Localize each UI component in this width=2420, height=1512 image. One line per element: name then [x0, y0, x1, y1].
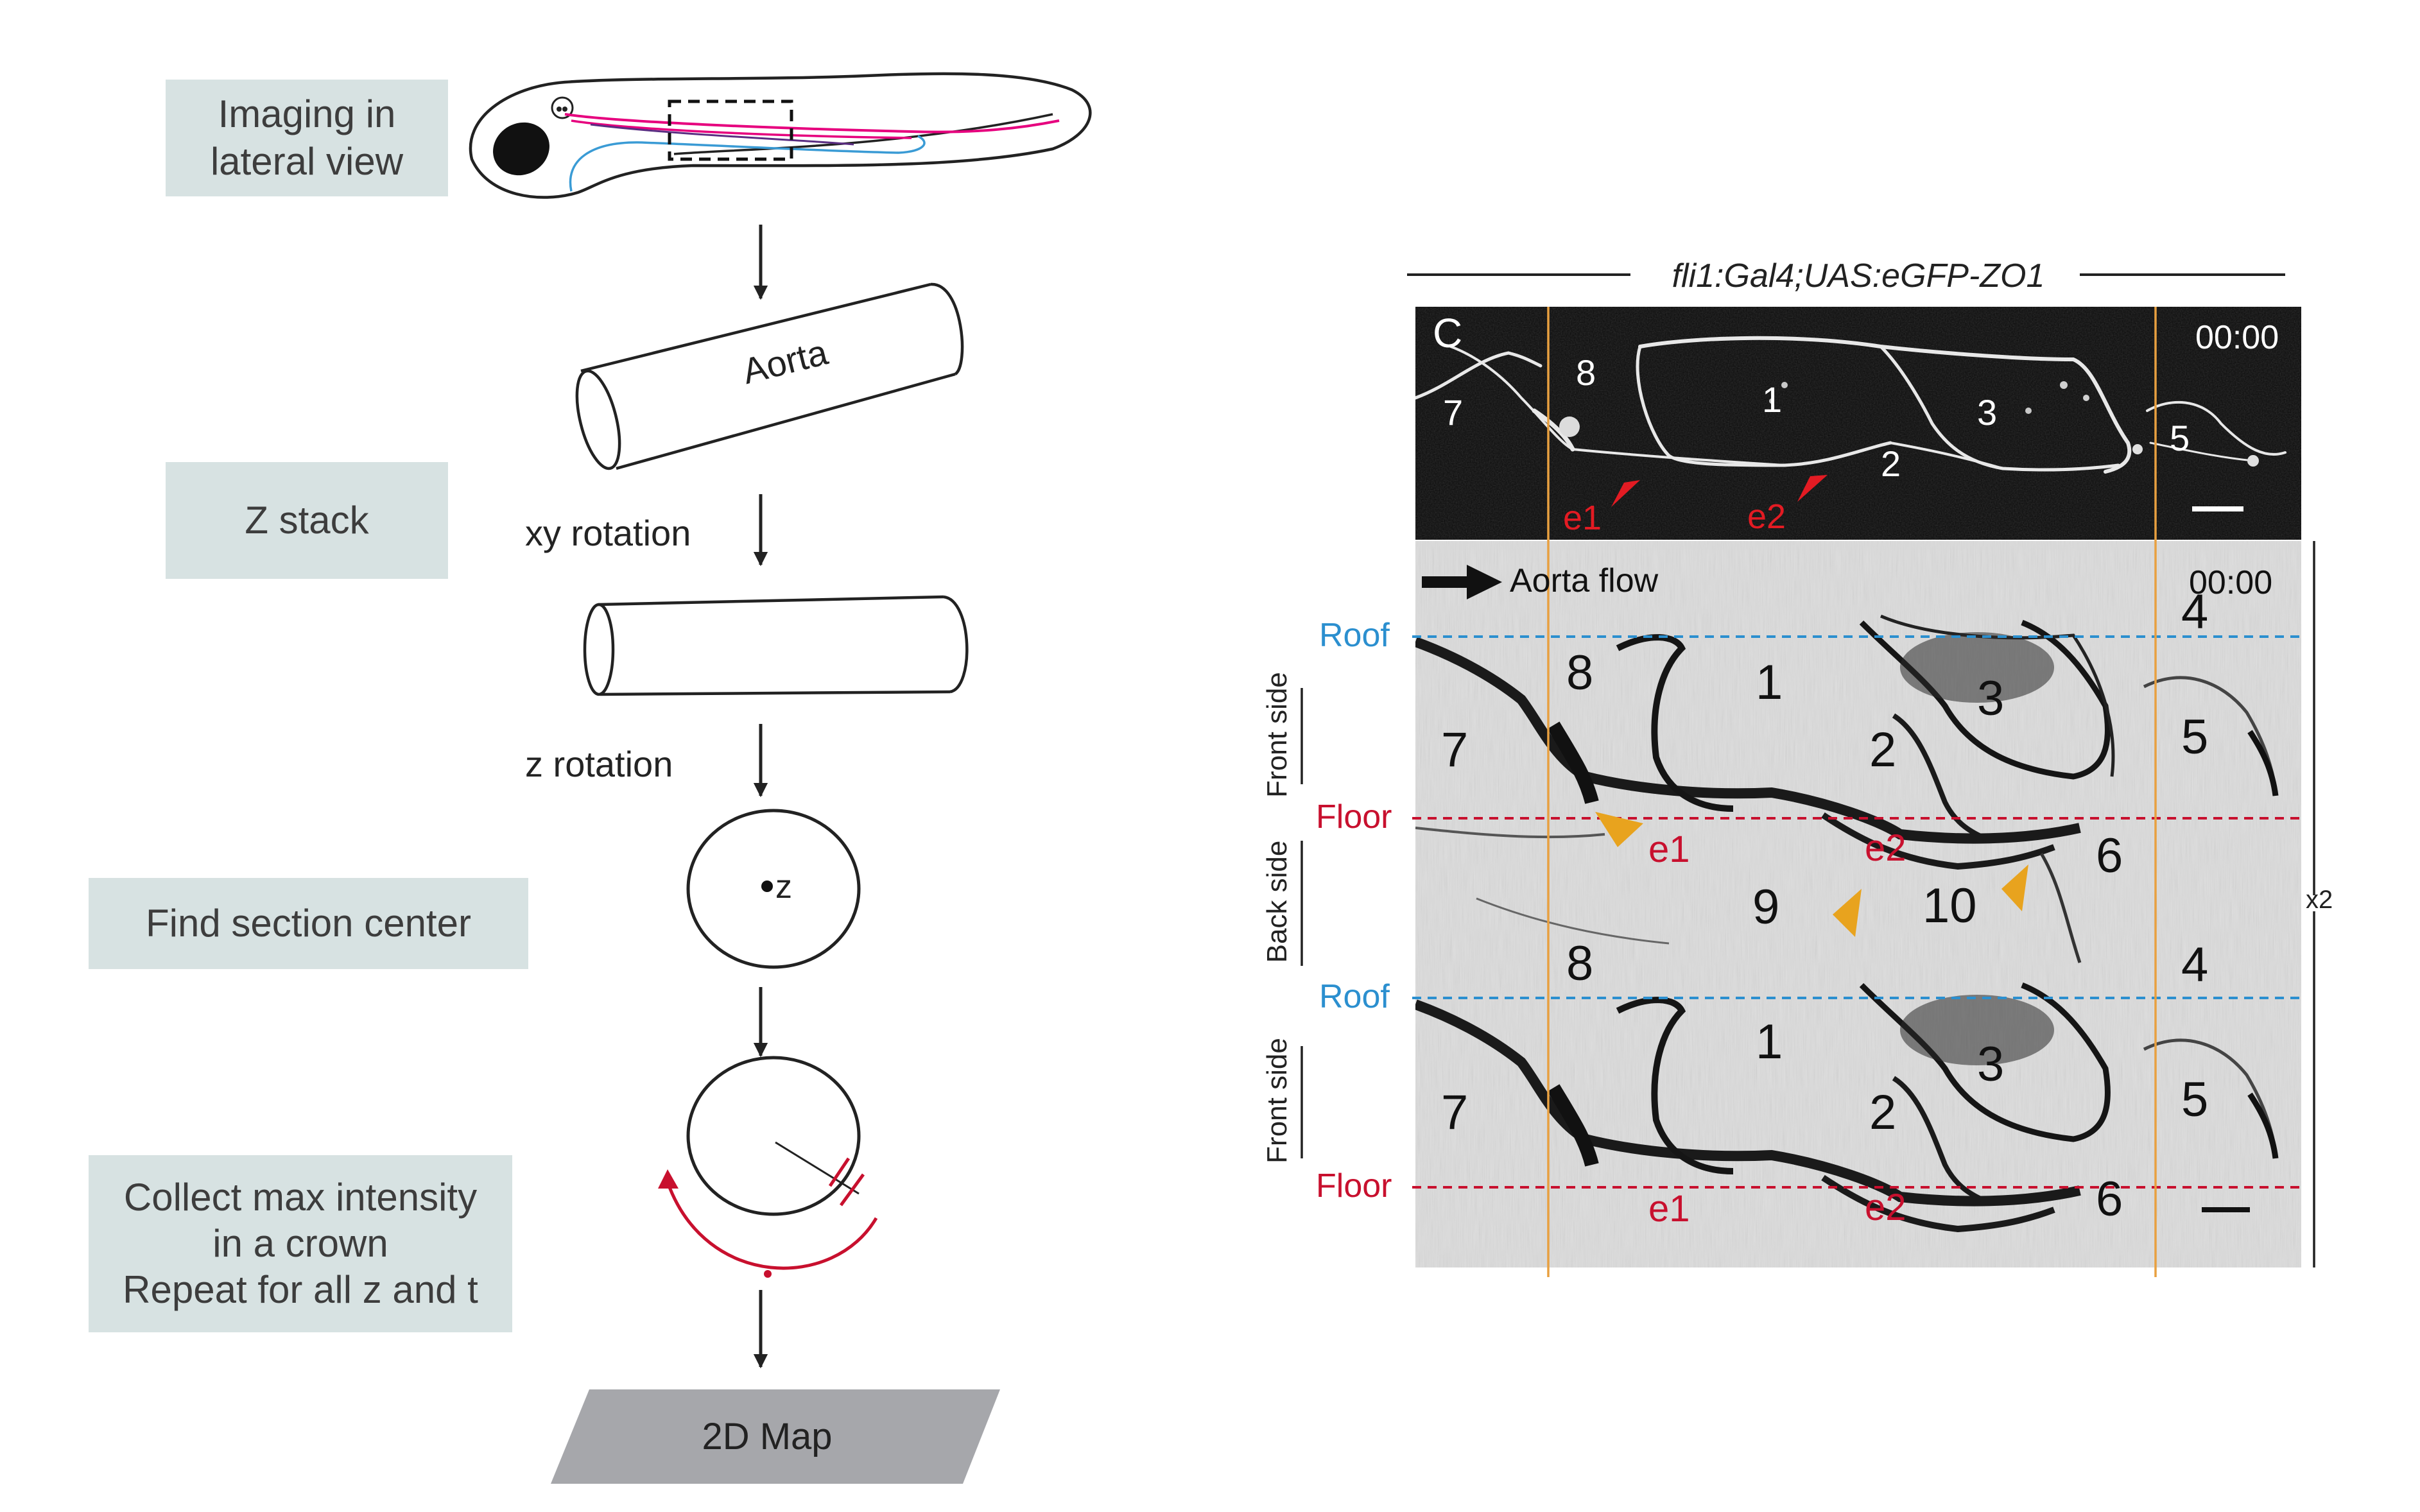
map-cell-1-upper: 1	[1756, 655, 1783, 710]
micrograph-title: fli1:Gal4;UAS:eGFP-ZO1	[1672, 257, 2045, 295]
timestamp-top: 00:00	[2195, 319, 2279, 356]
floor-label-lower: Floor	[1316, 1167, 1392, 1205]
zebrafish-larva	[469, 72, 1092, 199]
crown-rotation-arc	[666, 1181, 878, 1270]
crown-radius	[775, 1141, 860, 1195]
junction-arrowhead-2	[1833, 889, 1862, 937]
section-circle	[686, 809, 861, 969]
section-center-dot	[761, 881, 773, 892]
map-structures-lower	[1415, 982, 2279, 1233]
floor-label-upper: Floor	[1316, 798, 1392, 836]
map-cell-9: 9	[1752, 880, 1780, 934]
map-cell-2-upper: 2	[1869, 723, 1897, 777]
z-rotation-label: z rotation	[525, 744, 673, 784]
map-event-e1-upper: e1	[1648, 829, 1690, 870]
map-cell-6-lower: 6	[2096, 1172, 2123, 1226]
step-z-stack: Z stack	[166, 462, 448, 579]
event-arrowhead-e2	[1797, 475, 1828, 502]
map-cell-5-upper: 5	[2181, 710, 2209, 764]
map-event-e2-lower: e2	[1865, 1187, 1906, 1228]
section-center-label: z	[775, 868, 792, 906]
xy-rotation-label: xy rotation	[525, 513, 691, 553]
map-structures-upper	[1415, 614, 2279, 963]
aorta-cylinder-straight	[583, 595, 969, 696]
fish-yolk	[493, 122, 549, 176]
junction-arrowhead-1	[1595, 812, 1643, 847]
crown-tick	[828, 1157, 851, 1187]
step-find-center: Find section center	[89, 878, 528, 969]
roof-label-upper: Roof	[1319, 617, 1390, 654]
step-2d-map: 2D Map	[702, 1416, 833, 1457]
roof-label-lower: Roof	[1319, 978, 1390, 1015]
map-cell-6-upper: 6	[2096, 829, 2123, 883]
panel-letter: C	[1433, 310, 1463, 356]
map-event-e2-upper: e2	[1865, 827, 1906, 869]
top-cell-8: 8	[1576, 352, 1596, 393]
timestamp-map: 00:00	[2189, 564, 2273, 601]
map-cell-4-upper: 4	[2181, 585, 2209, 639]
imaging-roi-box	[668, 99, 793, 161]
duplication-label: x2	[2306, 886, 2333, 914]
map-event-e1-lower: e1	[1648, 1188, 1690, 1230]
top-cell-7: 7	[1443, 392, 1464, 433]
map-cell-5-lower: 5	[2181, 1072, 2209, 1127]
crown-circle	[686, 1056, 861, 1216]
fish-vessel-magenta	[564, 113, 1060, 133]
step-imaging: Imaging in lateral view	[166, 80, 448, 196]
aorta-cylinder-tilted	[575, 282, 964, 470]
map-cell-3-upper: 3	[1977, 671, 2005, 726]
top-cell-5: 5	[2170, 418, 2190, 458]
top-event-e1: e1	[1563, 499, 1602, 537]
top-cell-1: 1	[1762, 379, 1783, 420]
fish-eye	[551, 96, 574, 119]
top-event-e2: e2	[1747, 497, 1786, 536]
top-cell-3: 3	[1977, 392, 1998, 433]
event-arrowhead-e1	[1611, 480, 1640, 507]
map-cell-3-lower: 3	[1977, 1037, 2005, 1092]
map-cell-8-upper: 8	[1566, 646, 1594, 700]
top-fluorescence-panel	[1415, 307, 2301, 540]
map-cell-1-lower: 1	[1756, 1015, 1783, 1069]
front-side-label-lower: Front side	[1261, 1038, 1293, 1164]
aorta-flow-label: Aorta flow	[1510, 562, 1659, 599]
map-cell-7-upper: 7	[1441, 723, 1469, 777]
map-cell-8-lower: 8	[1566, 936, 1594, 991]
map-cell-7-lower: 7	[1441, 1085, 1469, 1140]
fish-vessel-blue	[569, 135, 926, 192]
map-cell-10: 10	[1923, 879, 1977, 933]
map-cell-2-lower: 2	[1869, 1085, 1897, 1140]
map-parallelogram	[551, 1389, 1000, 1484]
step-collect: Collect max intensity in a crown Repeat …	[89, 1155, 512, 1332]
map-cell-4-lower: 4	[2181, 938, 2209, 992]
junction-arrowhead-3	[2001, 864, 2028, 911]
top-cell-2: 2	[1881, 443, 1901, 484]
